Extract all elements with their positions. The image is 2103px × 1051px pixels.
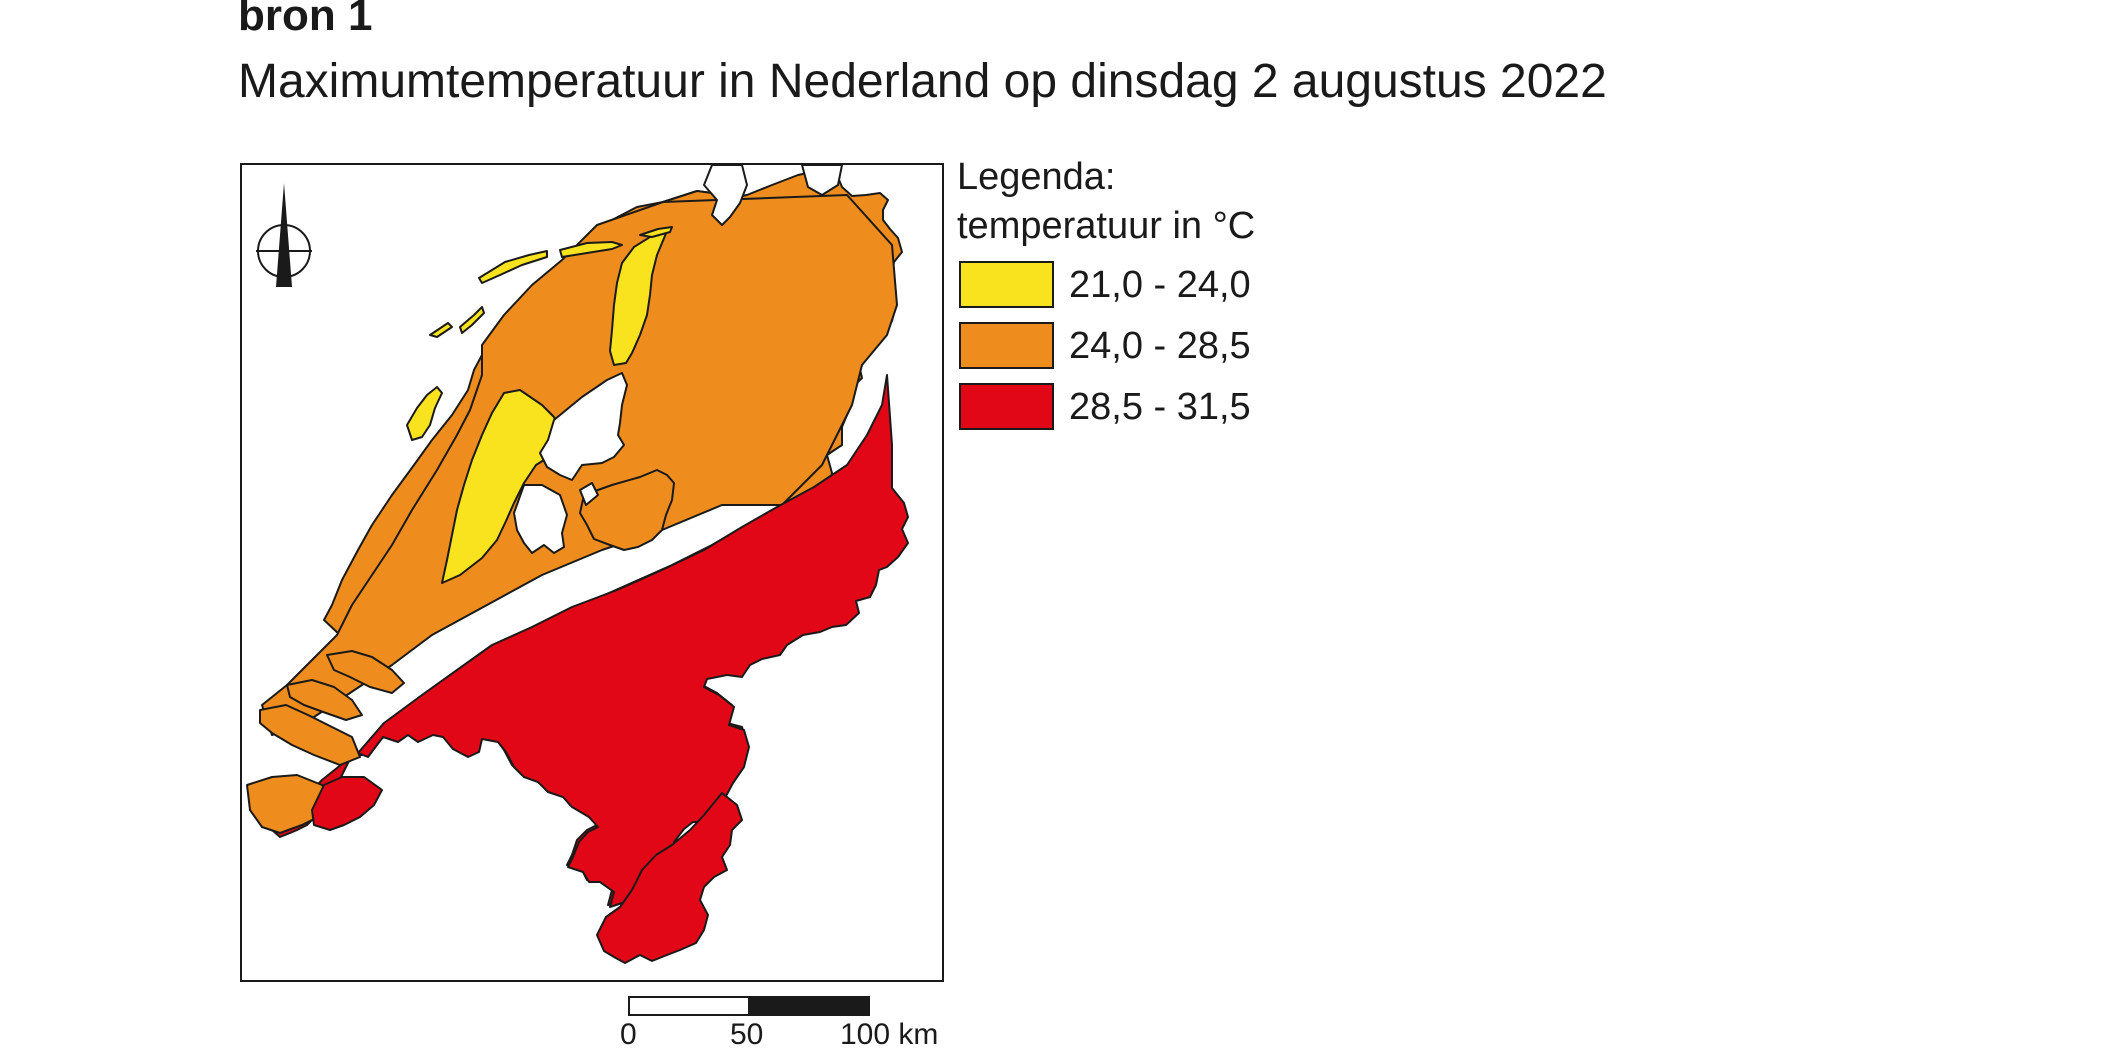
legend-label: 21,0 - 24,0 — [1069, 264, 1251, 306]
region-friesland-west — [609, 230, 668, 366]
island-schiermonnikoog — [639, 226, 673, 238]
region-flevoland — [579, 469, 675, 551]
region-red — [357, 374, 909, 908]
legend-swatch — [959, 261, 1054, 308]
legend-heading: Legenda: — [957, 156, 1116, 198]
water-ems — [801, 165, 843, 196]
water-channel — [579, 482, 599, 506]
scale-tick: 0 — [620, 1018, 637, 1051]
water-markermeer — [513, 484, 568, 554]
scale-tick: 50 — [730, 1018, 764, 1051]
map-frame — [240, 163, 944, 982]
region-limburg — [596, 792, 743, 964]
island-ameland — [559, 241, 623, 258]
legend-swatch — [959, 322, 1054, 369]
water-ijsselmeer — [539, 372, 628, 481]
island-texel — [478, 250, 548, 284]
island-terschelling — [429, 322, 453, 338]
north-arrow-icon — [256, 183, 312, 287]
legend-label: 24,0 - 28,5 — [1069, 325, 1251, 367]
map-title: Maximumtemperatuur in Nederland op dinsd… — [238, 55, 1607, 108]
netherlands-map — [246, 165, 909, 964]
scale-bar — [628, 996, 870, 1016]
legend-label: 28,5 - 31,5 — [1069, 386, 1251, 428]
legend: Legenda: temperatuur in °C 21,0 - 24,0 2… — [957, 153, 1377, 430]
island-schouwen — [286, 679, 363, 721]
scale-bar-white-segment — [630, 998, 748, 1014]
scale-bar-black-segment — [748, 998, 868, 1014]
source-label: bron 1 — [238, 0, 373, 40]
region-zeeuws-vlaanderen-east — [311, 776, 383, 831]
island-vlieland — [459, 306, 485, 334]
island-goeree — [326, 650, 405, 694]
legend-subheading: temperatuur in °C — [957, 205, 1256, 247]
island-texel-main — [406, 386, 443, 441]
water-dollard — [703, 165, 748, 226]
scale-tick: 100 km — [840, 1018, 939, 1051]
island-walcheren — [259, 704, 361, 766]
legend-swatch — [959, 383, 1054, 430]
